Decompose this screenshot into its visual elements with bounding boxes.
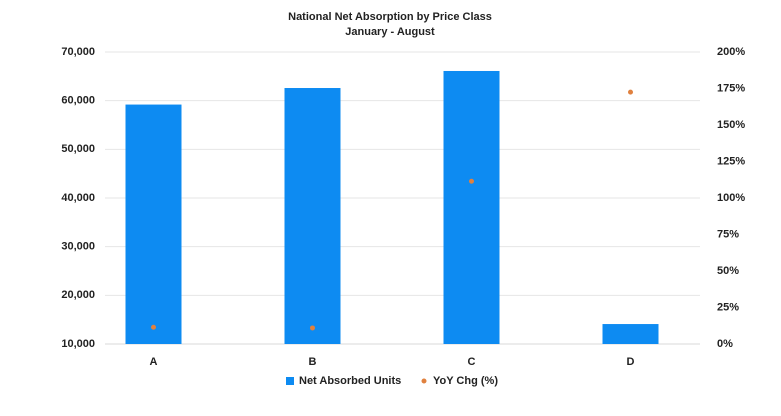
point [628,89,633,95]
legend-label: YoY Chg (%) [433,375,498,387]
bar [125,104,182,344]
legend-marker [286,377,294,385]
point [151,324,156,330]
x-tick-label: D [627,356,635,368]
x-tick-label: B [309,356,317,368]
y-tick-label: 70,000 [61,46,95,58]
bar [284,88,341,344]
y2-tick-label: 100% [717,192,745,204]
y-tick-label: 10,000 [61,338,95,350]
x-tick-label: C [468,356,476,368]
y2-tick-label: 0% [717,338,733,350]
y2-tick-label: 125% [717,155,745,167]
y-tick-label: 40,000 [61,192,95,204]
y2-tick-label: 50% [717,265,739,277]
y-tick-label: 60,000 [61,95,95,107]
point [469,178,474,184]
y2-tick-label: 75% [717,228,739,240]
y2-tick-label: 25% [717,301,739,313]
y2-tick-label: 150% [717,119,745,131]
legend-marker [421,378,427,384]
chart-title: National Net Absorption by Price Class [288,11,492,23]
legend-label: Net Absorbed Units [299,375,401,387]
y-tick-label: 20,000 [61,289,95,301]
y2-tick-label: 175% [717,82,745,94]
y2-tick-label: 200% [717,46,745,58]
point [310,325,315,331]
y-tick-label: 30,000 [61,241,95,253]
chart-subtitle: January - August [345,26,435,38]
y-tick-label: 50,000 [61,143,95,155]
bar [602,324,659,344]
x-tick-label: A [150,356,158,368]
bar [443,70,500,344]
